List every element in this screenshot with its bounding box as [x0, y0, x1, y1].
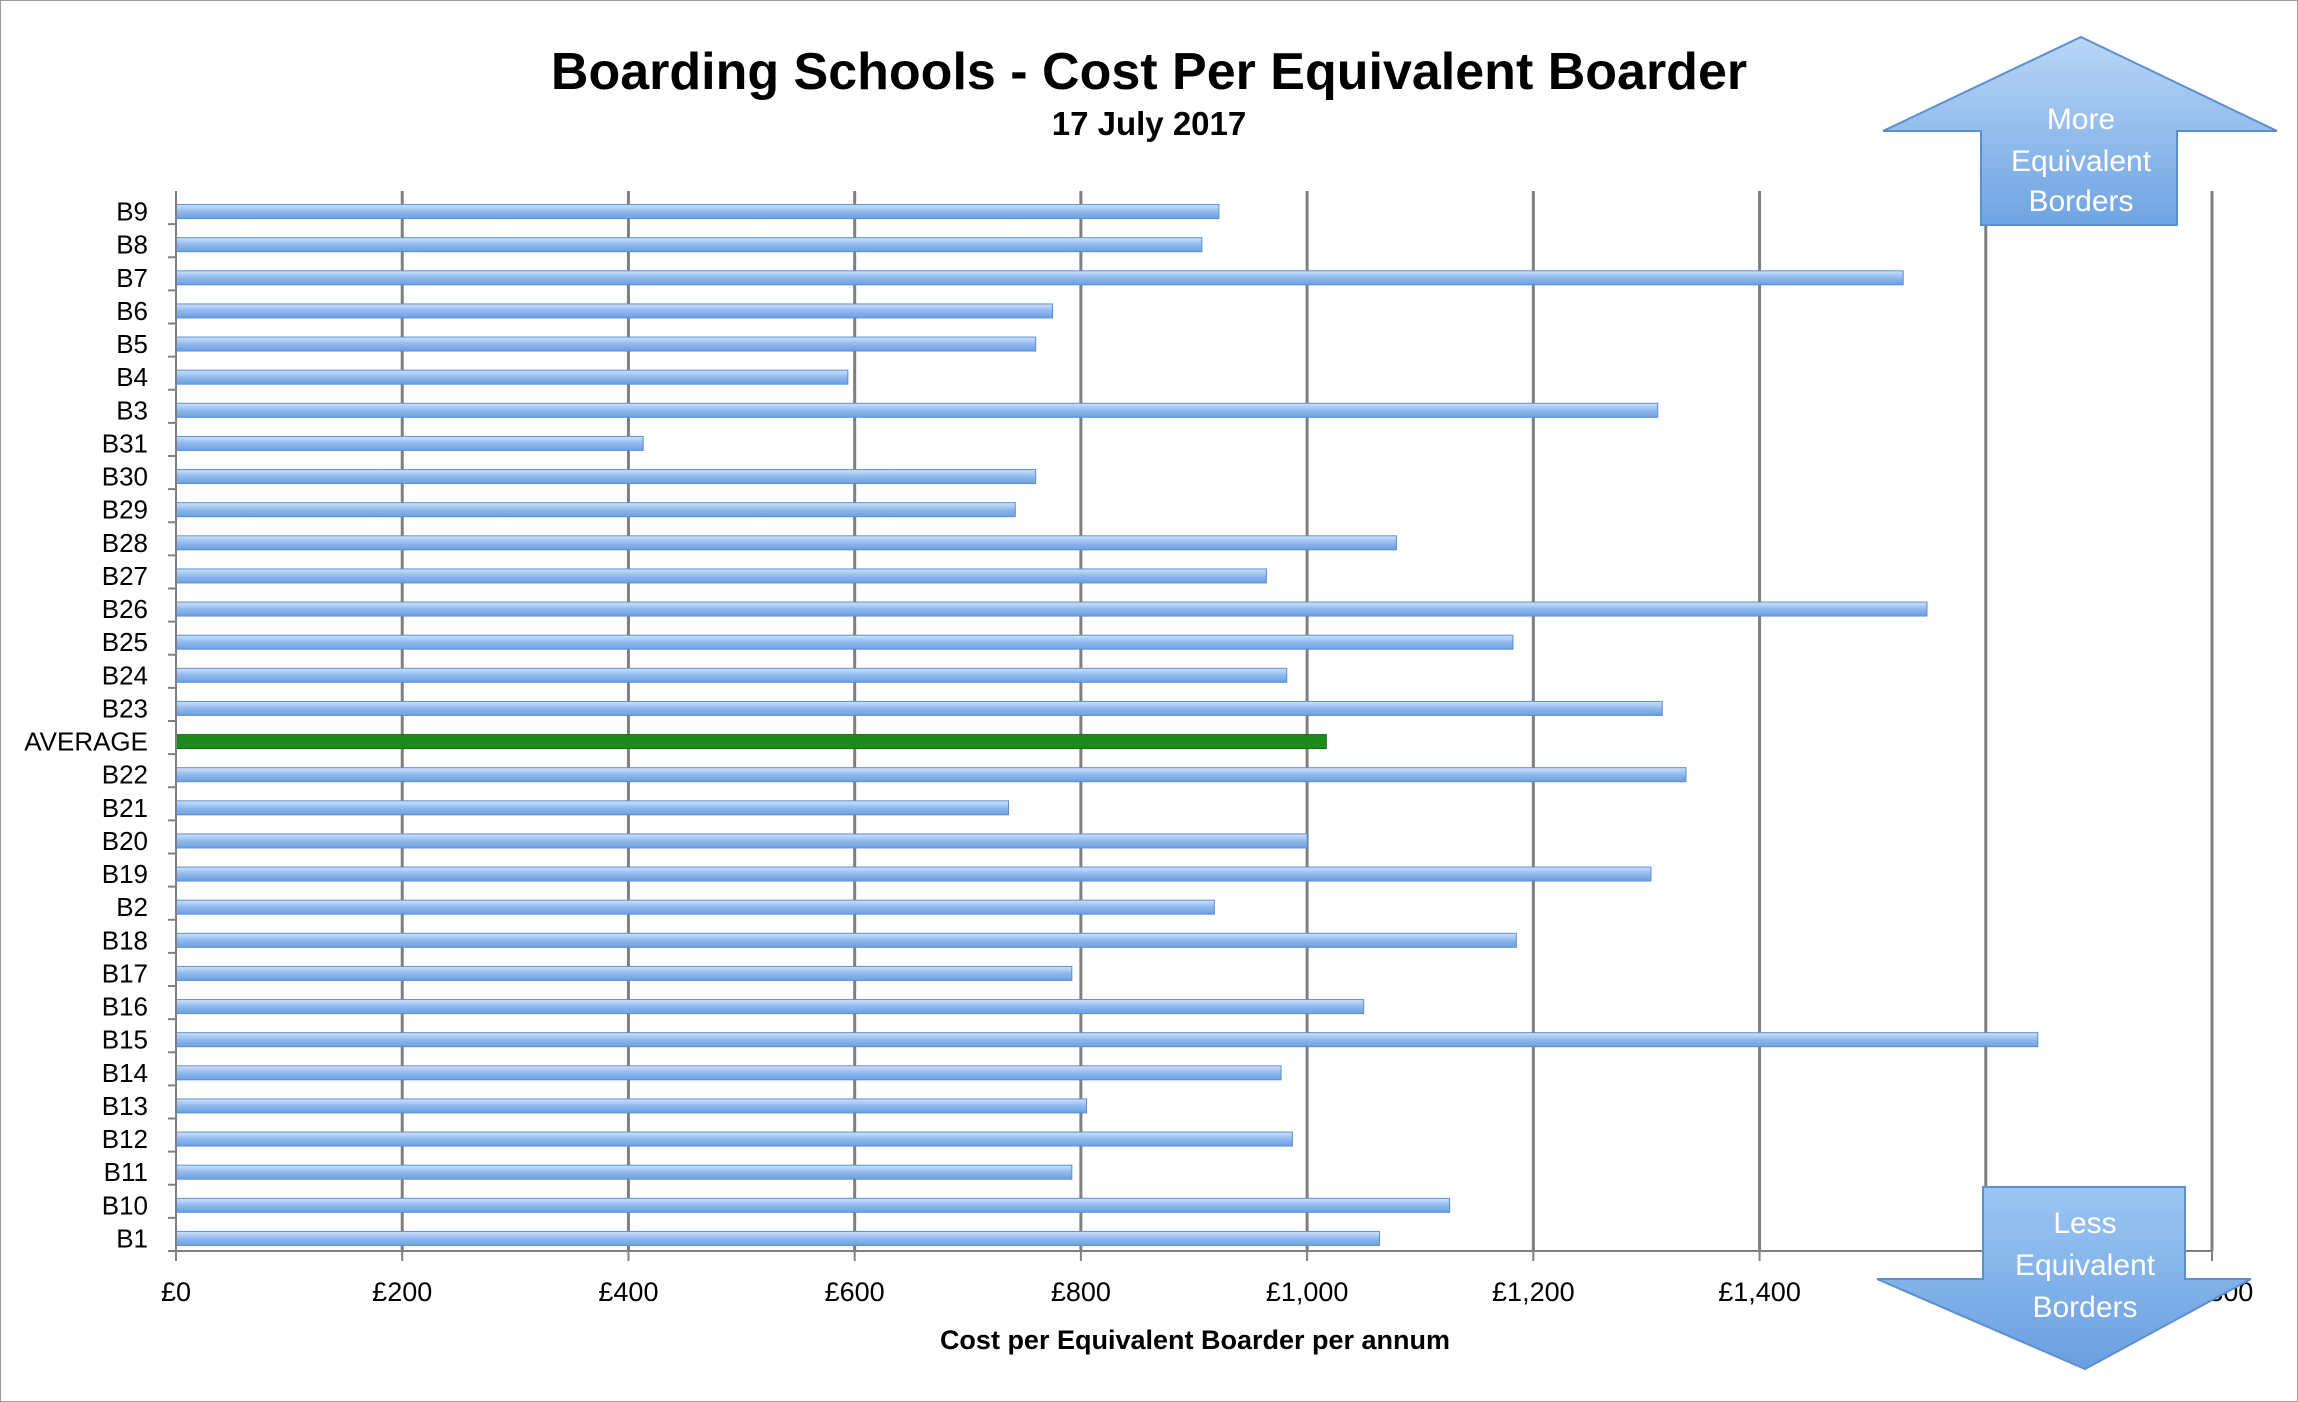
bar-b8 [175, 237, 1203, 253]
x-tick-label: £400 [598, 1277, 658, 1307]
category-label: B31 [102, 428, 148, 458]
category-label: B20 [102, 826, 148, 856]
x-tick-label: £1,200 [1492, 1277, 1575, 1307]
category-label: B2 [116, 892, 148, 922]
category-label: B30 [102, 462, 148, 492]
x-tick-label: £0 [161, 1277, 191, 1307]
bar-b23 [175, 700, 1663, 716]
gridlines [400, 191, 2214, 1251]
bar-b11 [175, 1164, 1073, 1180]
category-label: B8 [116, 230, 148, 260]
category-label: B7 [116, 263, 148, 293]
category-label: B18 [102, 925, 148, 955]
bar-b9 [175, 204, 1220, 220]
bar-b24 [175, 667, 1288, 683]
category-label: B14 [102, 1058, 148, 1088]
bar-b28 [175, 535, 1397, 551]
bar-b4 [175, 369, 849, 385]
category-label: B1 [116, 1223, 148, 1253]
more-arrow-line-1: More [2047, 103, 2115, 136]
bar-b21 [175, 800, 1009, 816]
bar-b27 [175, 568, 1267, 584]
category-label: B19 [102, 859, 148, 889]
category-label: B17 [102, 958, 148, 988]
category-label: B23 [102, 693, 148, 723]
category-label: AVERAGE [24, 727, 148, 757]
category-label: B3 [116, 395, 148, 425]
bar-b26 [175, 601, 1928, 617]
bar-b6 [175, 303, 1054, 319]
bar-b7 [175, 270, 1904, 286]
bar-b16 [175, 999, 1365, 1015]
category-label: B24 [102, 660, 148, 690]
less-arrow-line-3: Borders [2032, 1291, 2137, 1324]
bar-b12 [175, 1131, 1293, 1147]
x-tick-label: £1,400 [1718, 1277, 1801, 1307]
bar-b15 [175, 1032, 2039, 1048]
bar-b31 [175, 435, 644, 451]
bar-b20 [175, 833, 1308, 849]
x-axis-label: Cost per Equivalent Boarder per annum [940, 1325, 1450, 1355]
category-label: B29 [102, 495, 148, 525]
bar-b29 [175, 502, 1016, 518]
bar-b10 [175, 1197, 1451, 1213]
bar-b22 [175, 767, 1687, 783]
bar-b30 [175, 469, 1037, 485]
category-labels: B9B8B7B6B5B4B3B31B30B29B28B27B26B25B24B2… [24, 197, 148, 1254]
category-label: B10 [102, 1190, 148, 1220]
more-equivalent-borders-arrow: More Equivalent Borders [1882, 35, 2278, 226]
bar-b3 [175, 402, 1659, 418]
category-label: B4 [116, 362, 148, 392]
category-label: B15 [102, 1025, 148, 1055]
bar-b5 [175, 336, 1037, 352]
x-tick-label: £600 [825, 1277, 885, 1307]
category-label: B25 [102, 627, 148, 657]
category-label: B5 [116, 329, 148, 359]
category-label: B26 [102, 594, 148, 624]
more-arrow-line-3: Borders [2028, 185, 2133, 218]
bar-b17 [175, 965, 1073, 981]
chart-title: Boarding Schools - Cost Per Equivalent B… [551, 43, 1747, 101]
less-equivalent-borders-arrow: Less Equivalent Borders [1876, 1186, 2252, 1371]
less-arrow-line-2: Equivalent [2015, 1249, 2156, 1282]
bar-average [175, 734, 1327, 750]
category-label: B13 [102, 1091, 148, 1121]
bar-b25 [175, 634, 1514, 650]
bar-b1 [175, 1230, 1381, 1246]
more-arrow-line-2: Equivalent [2011, 145, 2152, 178]
category-label: B11 [104, 1157, 148, 1187]
bar-b2 [175, 899, 1215, 915]
axes [168, 191, 2213, 1261]
category-label: B28 [102, 528, 148, 558]
category-label: B16 [102, 992, 148, 1022]
category-label: B22 [102, 760, 148, 790]
bar-b14 [175, 1065, 1282, 1081]
x-tick-label: £200 [372, 1277, 432, 1307]
less-arrow-line-1: Less [2053, 1207, 2116, 1240]
category-label: B9 [116, 197, 148, 227]
category-label: B12 [102, 1124, 148, 1154]
x-tick-label: £1,000 [1266, 1277, 1349, 1307]
category-label: B6 [116, 296, 148, 326]
category-label: B27 [102, 561, 148, 591]
bar-b19 [175, 866, 1652, 882]
bar-b18 [175, 932, 1517, 948]
category-label: B21 [102, 793, 148, 823]
bar-b13 [175, 1098, 1088, 1114]
chart-subtitle: 17 July 2017 [1052, 105, 1247, 142]
x-tick-label: £800 [1051, 1277, 1111, 1307]
